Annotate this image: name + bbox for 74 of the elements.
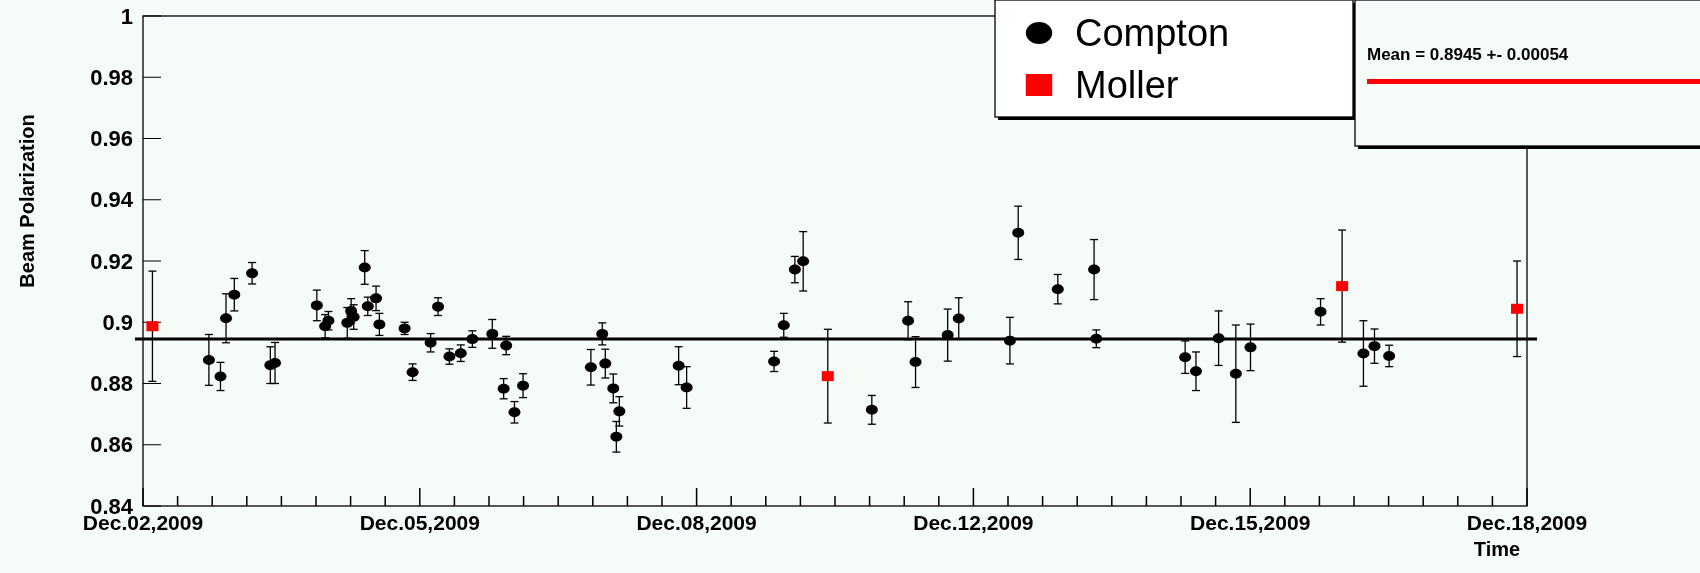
- point: [1244, 342, 1257, 353]
- x-tick-label: Dec.12,2009: [913, 511, 1034, 534]
- point: [1357, 348, 1370, 359]
- point: [1090, 333, 1103, 344]
- point: [1189, 366, 1202, 377]
- y-tick-label: 0.94: [90, 187, 134, 213]
- legend-label: Moller: [1075, 64, 1179, 106]
- point: [358, 262, 371, 273]
- point: [497, 383, 510, 394]
- y-tick-label: 0.98: [90, 64, 133, 90]
- y-axis-title: Beam Polarization: [16, 114, 38, 288]
- point: [584, 362, 597, 373]
- point: [1003, 335, 1016, 346]
- point: [1212, 333, 1225, 344]
- x-tick-label: Dec.15,2009: [1190, 511, 1311, 534]
- point: [797, 256, 810, 267]
- point: [347, 312, 360, 323]
- point: [246, 268, 259, 279]
- point: [486, 328, 499, 339]
- point: [1012, 227, 1025, 238]
- point: [1336, 281, 1349, 292]
- point: [1051, 284, 1064, 295]
- point: [214, 371, 227, 382]
- point: [768, 356, 781, 367]
- y-tick-label: 0.9: [102, 309, 133, 335]
- point: [599, 358, 612, 369]
- point: [1088, 264, 1101, 275]
- point: [1368, 341, 1381, 352]
- point: [361, 301, 374, 312]
- point: [1229, 368, 1242, 379]
- x-tick-label: Dec.08,2009: [636, 511, 757, 534]
- point: [865, 404, 878, 415]
- point: [310, 300, 323, 311]
- point: [610, 431, 623, 442]
- point: [508, 407, 521, 418]
- point: [613, 406, 626, 417]
- point: [146, 321, 159, 332]
- point: [1511, 303, 1524, 314]
- point: [902, 315, 915, 326]
- point: [466, 334, 479, 345]
- point: [788, 264, 801, 275]
- point: [1314, 306, 1327, 317]
- legend-label: Compton: [1075, 12, 1230, 54]
- y-tick-label: 1: [120, 3, 133, 29]
- point: [373, 319, 386, 330]
- x-axis-title: Time: [1473, 538, 1521, 560]
- point: [821, 371, 834, 382]
- point: [777, 320, 790, 331]
- point: [1383, 350, 1396, 361]
- point: [454, 348, 467, 359]
- point: [909, 357, 922, 368]
- point: [517, 380, 530, 391]
- y-tick-label: 0.88: [90, 371, 133, 397]
- y-tick-label: 0.86: [90, 432, 133, 458]
- point: [220, 313, 233, 324]
- y-tick-label: 0.92: [90, 248, 133, 274]
- point: [680, 382, 693, 393]
- x-tick-label: Dec.18,2009: [1466, 511, 1588, 534]
- y-tick-label: 0.96: [90, 126, 133, 152]
- point: [370, 293, 383, 304]
- point: [596, 328, 609, 339]
- point: [269, 357, 282, 368]
- annotation: Mean = 0.8945 +- 0.00054: [1367, 45, 1569, 64]
- point: [202, 354, 215, 365]
- point: [228, 289, 241, 300]
- point: [500, 340, 513, 351]
- x-tick-label: Dec.05,2009: [359, 511, 480, 534]
- point: [1179, 352, 1192, 363]
- point: [424, 337, 437, 348]
- point: [952, 313, 965, 324]
- point: [672, 360, 685, 371]
- point: [607, 383, 620, 394]
- point: [432, 301, 445, 312]
- point: [406, 367, 419, 378]
